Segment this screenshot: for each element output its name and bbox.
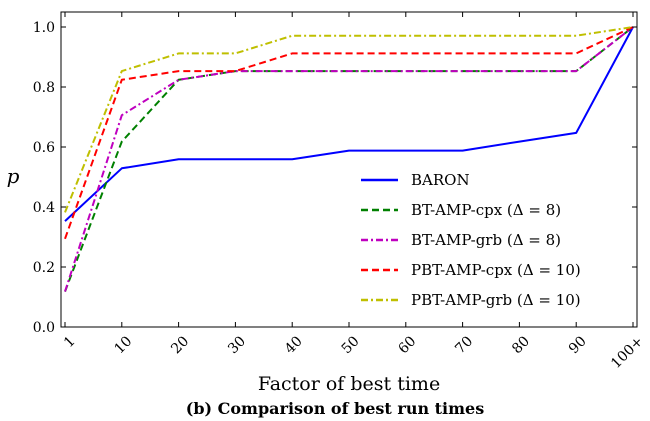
y-tick-label: 0.4 [33, 200, 55, 216]
legend-label: PBT-AMP-grb (Δ = 10) [411, 291, 581, 309]
y-tick-label: 0.0 [33, 320, 55, 336]
series-line-1 [64, 26, 634, 292]
plot-frame [60, 11, 638, 328]
x-tick-label: 90 [566, 333, 590, 357]
x-tick-label: 30 [225, 333, 249, 357]
legend-label: BT-AMP-cpx (Δ = 8) [411, 201, 561, 219]
x-tick-label: 70 [452, 333, 476, 357]
series-line-2 [64, 26, 634, 292]
axis-layer: 0.0 0.2 0.4 0.6 0.8 1.0 1 10 20 30 40 50 60 70 80 90 100… [33, 12, 647, 372]
x-tick-label: 20 [168, 333, 192, 357]
figure-caption: (b) Comparison of best run times [186, 399, 485, 418]
series-line-0 [64, 26, 634, 222]
x-axis-label: Factor of best time [258, 373, 440, 395]
legend-label: BARON [411, 171, 470, 189]
y-axis-label: p [7, 164, 20, 188]
x-tick-label: 100+ [608, 333, 647, 372]
y-tick-label: 0.2 [33, 260, 55, 276]
y-tick-label: 0.6 [33, 140, 55, 156]
x-tick-label: 80 [509, 333, 533, 357]
x-tick-label: 10 [111, 333, 135, 357]
series-layer [64, 26, 634, 292]
series-line-3 [64, 26, 634, 240]
legend: BARON BT-AMP-cpx (Δ = 8) BT-AMP-grb (Δ = 8… [361, 171, 581, 309]
series-line-4 [64, 26, 634, 213]
x-tick-label: 60 [395, 333, 419, 357]
y-tick-label: 1.0 [33, 20, 55, 36]
x-tick-label: 1 [61, 333, 79, 351]
legend-label: PBT-AMP-cpx (Δ = 10) [411, 261, 581, 279]
x-tick-label: 50 [339, 333, 363, 357]
x-tick-label: 40 [282, 333, 306, 357]
y-tick-label: 0.8 [33, 80, 55, 96]
legend-label: BT-AMP-grb (Δ = 8) [411, 231, 561, 249]
